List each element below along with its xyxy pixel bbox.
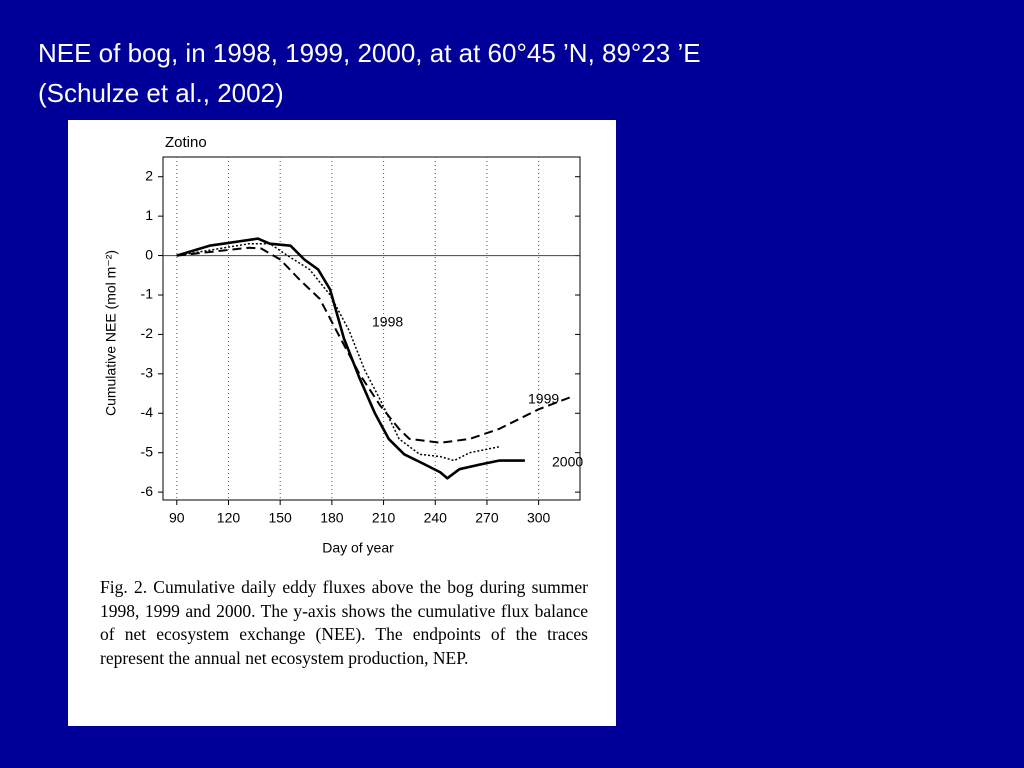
series-label: 1999: [528, 391, 559, 407]
figure-caption: Fig. 2. Cumulative daily eddy fluxes abo…: [100, 577, 588, 668]
x-tick-label: 270: [475, 510, 499, 526]
x-axis-label: Day of year: [322, 540, 394, 556]
x-tick-label: 300: [527, 510, 551, 526]
series-line: [176, 246, 571, 444]
x-tick-label: 180: [320, 510, 344, 526]
y-tick-label: -4: [141, 404, 154, 420]
chart-title: Zotino: [165, 134, 207, 151]
y-tick-label: 1: [145, 207, 153, 223]
x-tick-label: 240: [424, 510, 448, 526]
slide-title: NEE of bog, in 1998, 1999, 2000, at at 6…: [38, 38, 701, 68]
y-tick-label: -1: [141, 286, 154, 302]
y-tick-label: -3: [141, 365, 154, 381]
y-axis-label: Cumulative NEE (mol m⁻²): [103, 250, 119, 416]
y-tick-label: -6: [141, 483, 154, 499]
x-tick-label: 120: [217, 510, 241, 526]
y-tick-label: 0: [145, 246, 153, 262]
x-tick-label: 210: [372, 510, 396, 526]
x-tick-label: 90: [169, 510, 185, 526]
y-tick-label: -2: [141, 325, 154, 341]
series-label: 2000: [552, 454, 583, 470]
figure: [68, 120, 616, 726]
y-tick-label: 2: [145, 167, 153, 183]
slide-subtitle: (Schulze et al., 2002): [38, 78, 284, 108]
series-line: [176, 237, 525, 480]
plot-frame: [162, 156, 581, 501]
series-line: [176, 242, 500, 462]
x-tick-label: 150: [268, 510, 292, 526]
y-tick-label: -5: [141, 443, 154, 459]
series-label: 1998: [372, 314, 403, 330]
